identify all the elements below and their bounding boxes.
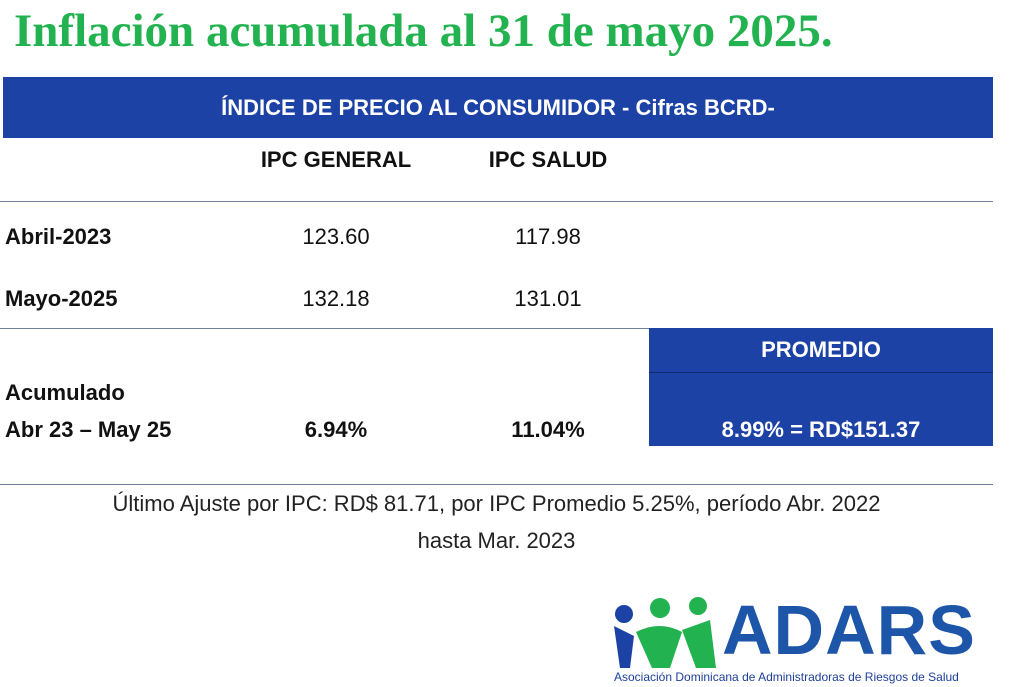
title: Inflación acumulada al 31 de mayo 2025. (14, 5, 833, 57)
footnote: Último Ajuste por IPC: RD$ 81.71, por IP… (112, 491, 881, 516)
table-banner: ÍNDICE DE PRECIO AL CONSUMIDOR - Cifras … (3, 77, 993, 138)
row-label: Acumulado (5, 380, 125, 405)
divider (0, 328, 649, 329)
cell: 131.01 (514, 286, 582, 311)
cell: 6.94% (304, 417, 368, 442)
column-header: IPC SALUD (488, 147, 608, 172)
cell: 11.04% (511, 417, 585, 442)
divider (0, 201, 993, 202)
logo-name: ADARS (722, 591, 976, 669)
row-label: Mayo-2025 (5, 286, 118, 311)
footnote: hasta Mar. 2023 (417, 528, 576, 553)
row-label: Abril-2023 (5, 224, 112, 249)
logo-tagline: Asociación Dominicana de Administradoras… (614, 670, 959, 684)
divider (0, 484, 993, 485)
cell: 132.18 (302, 286, 370, 311)
cell: 123.60 (302, 224, 370, 249)
column-header: IPC GENERAL (260, 147, 412, 172)
average-header: PROMEDIO (649, 328, 993, 373)
average-text: 8.99% = RD$151.37 (721, 417, 921, 442)
row-label: Abr 23 – May 25 (5, 417, 172, 442)
logo-figures (614, 597, 716, 668)
average-value: 8.99% = RD$151.37 (649, 373, 993, 446)
cell: 117.98 (515, 224, 581, 249)
